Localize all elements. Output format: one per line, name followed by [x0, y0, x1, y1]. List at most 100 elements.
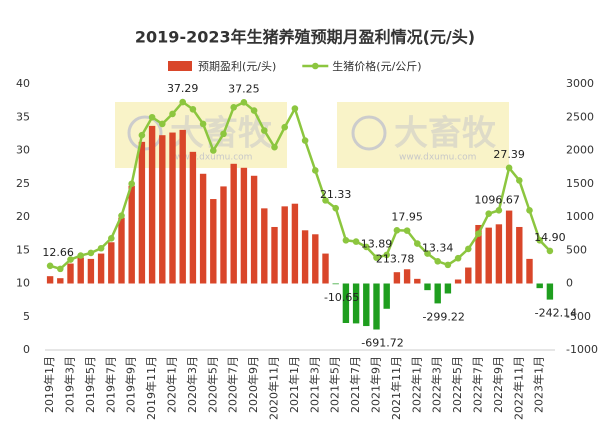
x-tick-label: 2022年11月	[511, 356, 525, 420]
marker	[250, 107, 258, 114]
bar	[128, 185, 135, 284]
bar	[301, 230, 309, 284]
y2-tick-label: -500	[566, 310, 591, 323]
marker	[77, 252, 84, 259]
marker	[57, 265, 64, 273]
bar	[444, 283, 452, 294]
marker	[342, 236, 350, 244]
bar	[77, 257, 84, 284]
watermark-text: 大畜牧	[394, 114, 497, 154]
x-tick-label: 2019年7月	[103, 356, 117, 413]
marker	[475, 230, 482, 237]
marker	[485, 210, 493, 217]
data-label: 12.66	[42, 246, 74, 259]
marker	[199, 120, 207, 128]
x-tick-label: 2021年9月	[369, 356, 383, 413]
watermark-box	[337, 102, 509, 168]
watermark-logo	[351, 115, 387, 151]
bar	[342, 283, 350, 324]
x-tick-label: 2019年1月	[42, 356, 56, 413]
x-tick-label: 2020年3月	[185, 356, 199, 413]
y2-tick-label: 1000	[566, 210, 594, 223]
bar	[220, 186, 227, 284]
x-tick-label: 2019年9月	[124, 356, 138, 413]
marker	[516, 177, 523, 184]
data-label: 13.89	[361, 238, 393, 251]
bar	[505, 210, 513, 284]
bar	[516, 226, 523, 284]
y-tick-label: 25	[16, 177, 30, 190]
bar	[240, 167, 248, 284]
y-tick-label: 10	[16, 277, 30, 290]
y2-tick-label: 2000	[566, 144, 594, 157]
x-tick-label: 2020年11月	[267, 356, 281, 420]
marker	[97, 244, 105, 252]
marker	[352, 238, 360, 245]
y2-tick-label: 0	[566, 277, 573, 290]
marker	[393, 227, 401, 234]
marker	[454, 254, 462, 262]
marker	[505, 164, 513, 172]
bar	[261, 208, 268, 284]
legend-swatch	[168, 61, 192, 71]
bar	[536, 283, 543, 289]
marker	[220, 130, 227, 138]
bar	[291, 203, 299, 284]
bar	[159, 135, 166, 284]
data-label: 13.34	[422, 241, 454, 254]
marker	[210, 147, 217, 154]
bar	[108, 242, 115, 284]
x-tick-label: 2020年1月	[165, 356, 179, 413]
x-tick-label: 2022年3月	[430, 356, 444, 413]
bar	[414, 278, 421, 284]
marker	[363, 243, 370, 251]
x-tick-label: 2020年9月	[246, 356, 260, 413]
marker	[189, 105, 197, 113]
x-tick-label: 2019年11月	[144, 356, 158, 420]
marker	[281, 123, 289, 131]
y-tick-label: 5	[23, 310, 30, 323]
data-label: -242.14	[535, 307, 577, 320]
bar	[148, 125, 156, 284]
marker	[424, 250, 431, 257]
y2-tick-label: 3000	[566, 77, 594, 90]
marker	[240, 98, 248, 106]
bar	[465, 267, 472, 284]
bar	[210, 199, 217, 284]
x-tick-label: 2022年7月	[471, 356, 485, 413]
x-tick-label: 2020年7月	[226, 356, 240, 413]
marker	[444, 261, 452, 269]
bar	[485, 227, 492, 284]
marker	[159, 120, 166, 128]
marker	[230, 103, 237, 111]
x-tick-label: 2023年1月	[532, 356, 546, 413]
marker	[403, 227, 411, 234]
bar	[312, 234, 319, 284]
marker	[128, 180, 135, 188]
watermark-url: www.dxumu.com	[399, 153, 476, 163]
marker	[291, 105, 299, 112]
bar	[138, 141, 146, 284]
bar	[363, 283, 370, 327]
x-tick-label: 2020年5月	[205, 356, 219, 413]
x-tick-label: 2021年11月	[389, 356, 403, 420]
marker	[465, 245, 472, 253]
y2-tick-label: 1500	[566, 177, 594, 190]
marker	[383, 251, 391, 259]
x-tick-label: 2022年5月	[450, 356, 464, 413]
bar	[352, 283, 360, 324]
marker	[118, 212, 125, 219]
bar	[179, 129, 186, 284]
bar	[46, 276, 54, 284]
y-tick-label: 20	[16, 210, 30, 223]
bar	[424, 283, 431, 291]
x-tick-label: 2021年3月	[307, 356, 321, 413]
marker	[87, 249, 95, 257]
y-tick-label: 35	[16, 110, 30, 123]
watermark: 大畜牧 www.dxumu.com 大畜牧 www.dxumu.com	[115, 102, 509, 168]
data-label: 37.29	[167, 82, 199, 95]
y-tick-label: 30	[16, 144, 30, 157]
bar	[118, 217, 125, 284]
marker	[67, 256, 74, 263]
bar	[271, 226, 278, 284]
